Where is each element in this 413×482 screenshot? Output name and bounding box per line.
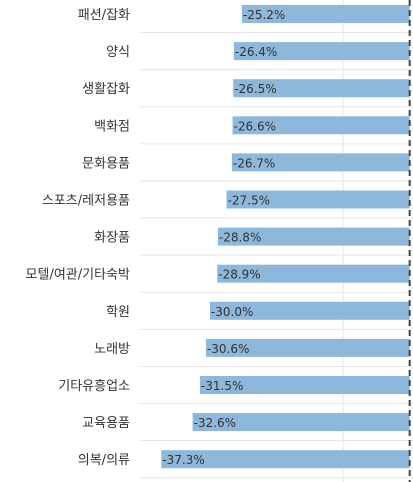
category-label: 학원 (106, 305, 130, 320)
category-label: 모텔/여관/기타숙박 (26, 268, 130, 283)
value-label: -28.9% (218, 268, 260, 282)
category-label: 교육용품 (82, 416, 130, 431)
bar (233, 79, 410, 98)
category-label: 화장품 (94, 231, 130, 246)
value-label: -32.6% (194, 416, 236, 430)
bar (205, 338, 410, 357)
value-label: -27.5% (228, 194, 270, 208)
bars (161, 5, 410, 469)
bar (231, 153, 410, 172)
category-label: 생활잡화 (82, 82, 130, 97)
value-label: -26.5% (234, 82, 276, 96)
category-label: 기타유흥업소 (58, 379, 130, 394)
value-label: -31.5% (201, 379, 243, 393)
value-label: -28.8% (219, 231, 261, 245)
bar (161, 450, 410, 469)
labels: 패션/잡화 -25.2% 양식 -26.4% 생활잡화 -26.5% 백화점 -26.6% 문화… (26, 8, 286, 468)
bar (209, 301, 410, 320)
value-label: -25.2% (243, 8, 285, 22)
category-label: 문화용품 (82, 156, 130, 171)
category-label: 의복/의류 (78, 453, 130, 468)
bar (232, 116, 410, 135)
bar (233, 42, 410, 61)
bar (241, 5, 410, 23)
value-label: -26.6% (234, 119, 276, 133)
category-label: 스포츠/레저용품 (42, 194, 130, 209)
value-label: -37.3% (162, 453, 204, 467)
bar (226, 190, 410, 209)
value-label: -30.6% (207, 342, 249, 356)
bar (192, 413, 410, 432)
category-label: 패션/잡화 (78, 8, 130, 23)
category-label: 노래방 (94, 342, 130, 357)
category-label: 백화점 (94, 119, 130, 134)
category-label: 양식 (106, 45, 130, 60)
value-label: -30.0% (211, 305, 253, 319)
bar (199, 376, 410, 394)
value-label: -26.7% (233, 156, 275, 170)
bar (217, 227, 410, 246)
bar (217, 264, 410, 283)
value-label: -26.4% (235, 45, 277, 59)
